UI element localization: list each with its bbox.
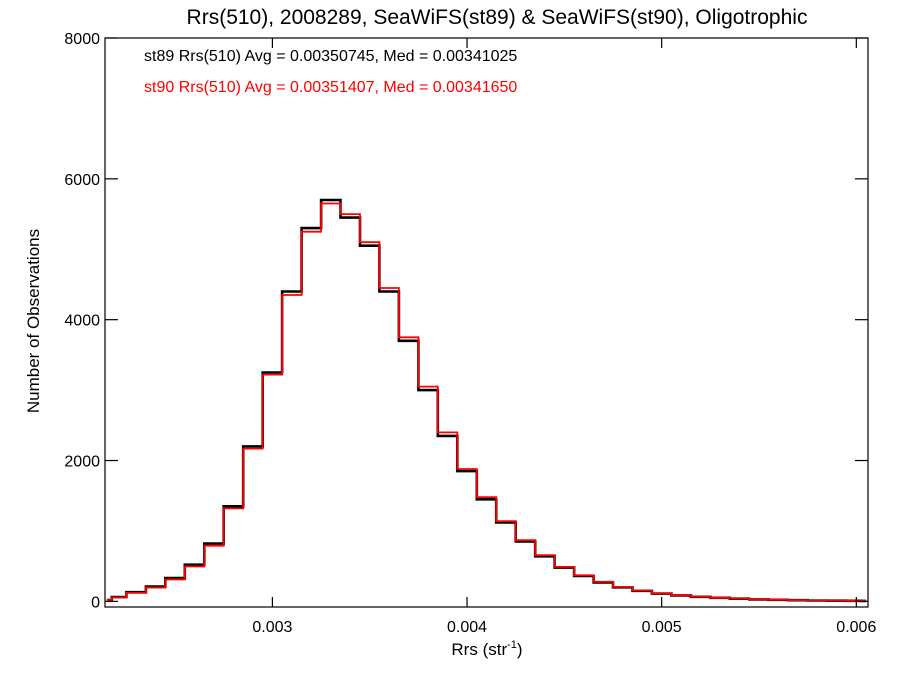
annotation-st89: st89 Rrs(510) Avg = 0.00350745, Med = 0.…: [144, 48, 517, 65]
plot-frame: [104, 37, 869, 608]
y-tick-label: 0: [91, 594, 100, 611]
annotation-st90: st90 Rrs(510) Avg = 0.00351407, Med = 0.…: [144, 79, 517, 96]
chart-title: Rrs(510), 2008289, SeaWiFS(st89) & SeaWi…: [187, 6, 808, 29]
ticks-layer: 0.003 0.004 0.005 0.006 0 2000 4000 6000 8000: [64, 31, 876, 636]
x-tick-label: 0.004: [447, 619, 487, 636]
series-0-histogram-line: [106, 198, 867, 603]
x-tick-label: 0.003: [252, 619, 292, 636]
y-tick-label: 2000: [64, 454, 100, 471]
y-tick-label: 6000: [64, 172, 100, 189]
y-tick-label: 8000: [64, 31, 100, 48]
x-axis-label-close: ): [517, 640, 523, 659]
x-tick-label: 0.006: [836, 619, 876, 636]
x-axis-label-main: Rrs (str: [451, 640, 507, 659]
series-layer: [106, 198, 867, 603]
series-1-histogram-line: [106, 202, 867, 602]
x-tick-label: 0.005: [642, 619, 682, 636]
x-axis-label-sup: -1: [507, 639, 517, 651]
x-axis-label: Rrs (str-1): [451, 639, 522, 659]
y-axis-label: Number of Observations: [24, 229, 43, 413]
y-tick-label: 4000: [64, 313, 100, 330]
